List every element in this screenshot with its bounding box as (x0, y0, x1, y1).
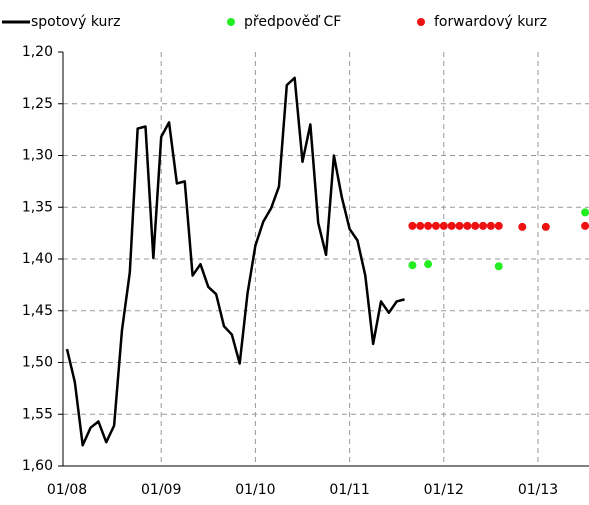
series-dot (471, 221, 480, 230)
series-dot (494, 262, 503, 271)
x-tick-label: 01/08 (47, 482, 87, 498)
x-tick-label: 01/12 (424, 482, 464, 498)
legend-label: forwardový kurz (434, 14, 547, 30)
y-tick-label: 1,20 (22, 44, 53, 60)
series-dot (455, 221, 464, 230)
y-tick-label: 1,45 (22, 303, 53, 319)
x-tick-label: 01/11 (329, 482, 369, 498)
series-dot (518, 222, 527, 231)
series-dot (447, 221, 456, 230)
series-dot (494, 221, 503, 230)
x-tick-label: 01/09 (141, 482, 181, 498)
x-tick-label: 01/10 (235, 482, 275, 498)
series-dot (479, 221, 488, 230)
series-dot (463, 221, 472, 230)
y-tick-label: 1,60 (22, 458, 53, 474)
series-dot (439, 221, 448, 230)
legend-label: předpověď CF (244, 14, 341, 30)
x-tick-label: 01/13 (518, 482, 558, 498)
series-dot (581, 208, 589, 217)
series-dot (581, 221, 589, 230)
y-tick-label: 1,50 (22, 355, 53, 371)
series-dot (431, 221, 440, 230)
legend-swatch (417, 18, 425, 26)
y-tick-label: 1,25 (22, 96, 53, 112)
legend-label: spotový kurz (31, 14, 120, 30)
series-dot (541, 222, 550, 231)
series-dot (408, 221, 417, 230)
series-dot (416, 221, 425, 230)
y-tick-label: 1,35 (22, 199, 53, 215)
legend-swatch (227, 18, 235, 26)
series-dot (408, 261, 417, 270)
y-tick-label: 1,40 (22, 251, 53, 267)
y-tick-label: 1,55 (22, 406, 53, 422)
series-dot (424, 221, 433, 230)
series-dot (486, 221, 495, 230)
y-tick-label: 1,30 (22, 148, 53, 164)
series-line (65, 76, 405, 447)
series-dot (424, 260, 433, 269)
